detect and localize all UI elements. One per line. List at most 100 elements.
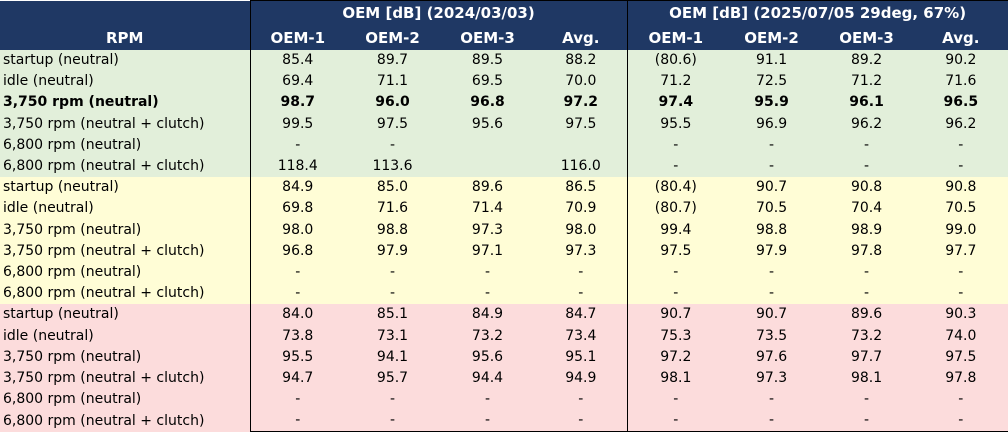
table-cell[interactable]: - (440, 410, 535, 433)
table-cell[interactable]: 97.7 (914, 240, 1008, 262)
table-cell[interactable]: (80.6) (626, 50, 725, 72)
table-cell[interactable]: - (535, 283, 628, 305)
table-cell[interactable]: 96.8 (249, 240, 345, 262)
table-cell[interactable]: 98.7 (249, 92, 345, 114)
table-cell[interactable]: 90.7 (724, 304, 820, 326)
table-cell[interactable]: (80.4) (626, 177, 725, 199)
table-cell[interactable]: 84.0 (249, 304, 345, 326)
table-cell[interactable]: - (626, 155, 725, 178)
table-cell[interactable]: 97.4 (626, 92, 725, 114)
table-cell[interactable]: - (819, 389, 915, 411)
row-label[interactable]: 6,800 rpm (neutral + clutch) (0, 155, 250, 178)
row-label[interactable]: 3,750 rpm (neutral + clutch) (0, 367, 250, 389)
table-cell[interactable]: - (345, 261, 440, 284)
table-cell[interactable]: - (626, 410, 725, 433)
table-cell[interactable]: 95.1 (535, 346, 628, 368)
col-header-avg[interactable]: Avg. (914, 26, 1008, 50)
row-label[interactable]: 6,800 rpm (neutral + clutch) (0, 410, 250, 432)
table-cell[interactable]: - (249, 410, 345, 433)
table-cell[interactable]: 73.2 (819, 325, 915, 347)
table-cell[interactable]: 118.4 (249, 155, 345, 178)
table-cell[interactable]: - (249, 261, 345, 284)
row-label[interactable]: idle (neutral) (0, 71, 250, 93)
table-cell[interactable]: 71.2 (626, 71, 725, 93)
table-cell[interactable]: - (440, 389, 535, 411)
table-cell[interactable]: - (626, 134, 725, 156)
table-cell[interactable]: 89.6 (819, 304, 915, 326)
table-cell[interactable]: 95.9 (724, 92, 820, 114)
table-cell[interactable]: 70.5 (914, 198, 1008, 220)
table-cell[interactable]: 97.3 (535, 240, 628, 262)
table-cell[interactable]: 73.8 (249, 325, 345, 347)
table-cell[interactable]: 98.0 (535, 219, 628, 241)
table-cell[interactable]: - (249, 134, 345, 156)
table-cell[interactable]: 74.0 (914, 325, 1008, 347)
table-cell[interactable]: 84.9 (249, 177, 345, 199)
row-label[interactable]: 3,750 rpm (neutral) (0, 219, 250, 241)
row-label[interactable]: 3,750 rpm (neutral) (0, 92, 250, 114)
table-cell[interactable]: 69.4 (249, 71, 345, 93)
table-cell[interactable]: 99.4 (626, 219, 725, 241)
table-cell[interactable]: 95.6 (440, 346, 535, 368)
table-cell[interactable]: 71.6 (345, 198, 440, 220)
row-label[interactable]: startup (neutral) (0, 177, 250, 199)
table-cell[interactable]: 97.1 (440, 240, 535, 262)
table-cell[interactable]: 84.9 (440, 304, 535, 326)
row-label[interactable]: 6,800 rpm (neutral) (0, 134, 250, 156)
table-cell[interactable] (440, 134, 535, 156)
table-cell[interactable]: - (724, 261, 820, 284)
table-cell[interactable]: 98.1 (626, 367, 725, 389)
table-cell[interactable]: - (819, 261, 915, 284)
rpm-header[interactable]: RPM (0, 26, 250, 50)
table-cell[interactable]: 70.4 (819, 198, 915, 220)
table-cell[interactable]: 95.6 (440, 113, 535, 135)
table-cell[interactable]: 96.2 (819, 113, 915, 135)
row-label[interactable]: idle (neutral) (0, 198, 250, 220)
table-cell[interactable]: 95.5 (626, 113, 725, 135)
table-cell[interactable]: - (535, 261, 628, 284)
row-label[interactable]: startup (neutral) (0, 304, 250, 326)
table-cell[interactable]: 97.5 (914, 346, 1008, 368)
table-cell[interactable]: 96.5 (914, 92, 1008, 114)
table-cell[interactable]: - (819, 283, 915, 305)
table-cell[interactable]: 85.0 (345, 177, 440, 199)
row-label[interactable]: 3,750 rpm (neutral + clutch) (0, 113, 250, 135)
table-cell[interactable]: - (249, 389, 345, 411)
table-cell[interactable]: 88.2 (535, 50, 628, 72)
row-label[interactable]: 6,800 rpm (neutral) (0, 389, 250, 411)
table-cell[interactable]: - (914, 134, 1008, 156)
table-cell[interactable]: 73.2 (440, 325, 535, 347)
row-label[interactable]: 6,800 rpm (neutral) (0, 261, 250, 284)
table-cell[interactable]: - (724, 283, 820, 305)
table-cell[interactable]: 91.1 (724, 50, 820, 72)
table-cell[interactable]: 98.8 (724, 219, 820, 241)
table-cell[interactable]: 75.3 (626, 325, 725, 347)
table-cell[interactable]: 95.7 (345, 367, 440, 389)
table-cell[interactable]: 71.6 (914, 71, 1008, 93)
table-cell[interactable]: 97.8 (819, 240, 915, 262)
group1-title[interactable]: OEM [dB] (2024/03/03) (249, 0, 628, 26)
table-cell[interactable]: - (249, 283, 345, 305)
table-cell[interactable]: - (914, 283, 1008, 305)
table-cell[interactable]: 94.1 (345, 346, 440, 368)
table-cell[interactable]: - (626, 261, 725, 284)
col-header-oem2[interactable]: OEM-2 (345, 26, 440, 50)
table-cell[interactable]: 97.5 (626, 240, 725, 262)
row-label[interactable]: idle (neutral) (0, 325, 250, 347)
table-cell[interactable]: - (819, 134, 915, 156)
table-cell[interactable]: 97.6 (724, 346, 820, 368)
group2-title[interactable]: OEM [dB] (2025/07/05 29deg, 67%) (626, 0, 1008, 26)
table-cell[interactable]: 97.8 (914, 367, 1008, 389)
table-cell[interactable]: 96.0 (345, 92, 440, 114)
col-header-oem3[interactable]: OEM-3 (819, 26, 915, 50)
table-cell[interactable]: - (724, 389, 820, 411)
table-cell[interactable]: 86.5 (535, 177, 628, 199)
table-cell[interactable]: 97.3 (724, 367, 820, 389)
col-header-avg[interactable]: Avg. (535, 26, 628, 50)
table-cell[interactable]: 97.2 (626, 346, 725, 368)
table-cell[interactable]: 85.1 (345, 304, 440, 326)
table-cell[interactable]: 90.8 (914, 177, 1008, 199)
table-cell[interactable]: 98.8 (345, 219, 440, 241)
table-cell[interactable]: 73.5 (724, 325, 820, 347)
table-cell[interactable]: 94.7 (249, 367, 345, 389)
